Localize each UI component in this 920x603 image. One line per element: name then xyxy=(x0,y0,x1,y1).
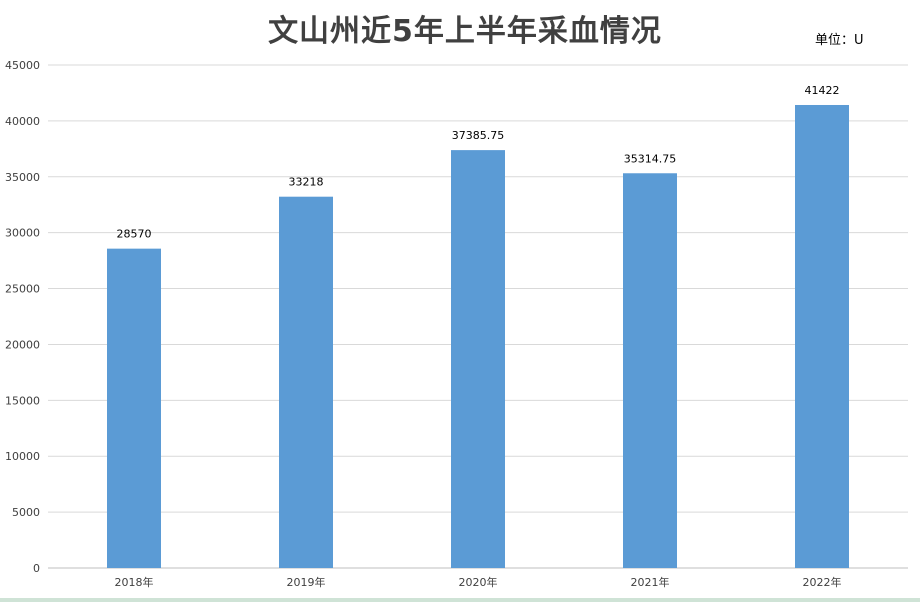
bar xyxy=(795,104,849,569)
unit-label: 单位：U xyxy=(815,33,864,48)
bar xyxy=(107,248,161,569)
x-tick-label: 2020年 xyxy=(459,575,498,589)
y-tick-label: 25000 xyxy=(5,283,40,296)
y-tick-label: 35000 xyxy=(5,171,40,184)
y-tick-label: 20000 xyxy=(5,338,40,351)
chart-title: 文山州近5年上半年采血情况 xyxy=(268,14,662,49)
x-tick-label: 2021年 xyxy=(631,575,670,589)
y-tick-label: 5000 xyxy=(12,506,40,519)
bar xyxy=(279,196,333,568)
x-tick-label: 2019年 xyxy=(287,575,326,589)
y-tick-label: 0 xyxy=(33,562,40,575)
y-tick-label: 40000 xyxy=(5,115,40,128)
y-tick-label: 45000 xyxy=(5,59,40,72)
bottom-border xyxy=(0,598,920,602)
data-label: 35314.75 xyxy=(624,152,677,165)
x-tick-label: 2022年 xyxy=(803,575,842,589)
y-tick-label: 10000 xyxy=(5,450,40,463)
bar xyxy=(623,173,677,568)
y-tick-label: 15000 xyxy=(5,394,40,407)
bar xyxy=(451,150,505,568)
x-tick-label: 2018年 xyxy=(115,575,154,589)
data-label: 41422 xyxy=(805,84,840,97)
data-label: 37385.75 xyxy=(452,129,505,142)
data-label: 33218 xyxy=(289,176,324,189)
y-tick-label: 30000 xyxy=(5,227,40,240)
data-label: 28570 xyxy=(117,228,152,241)
